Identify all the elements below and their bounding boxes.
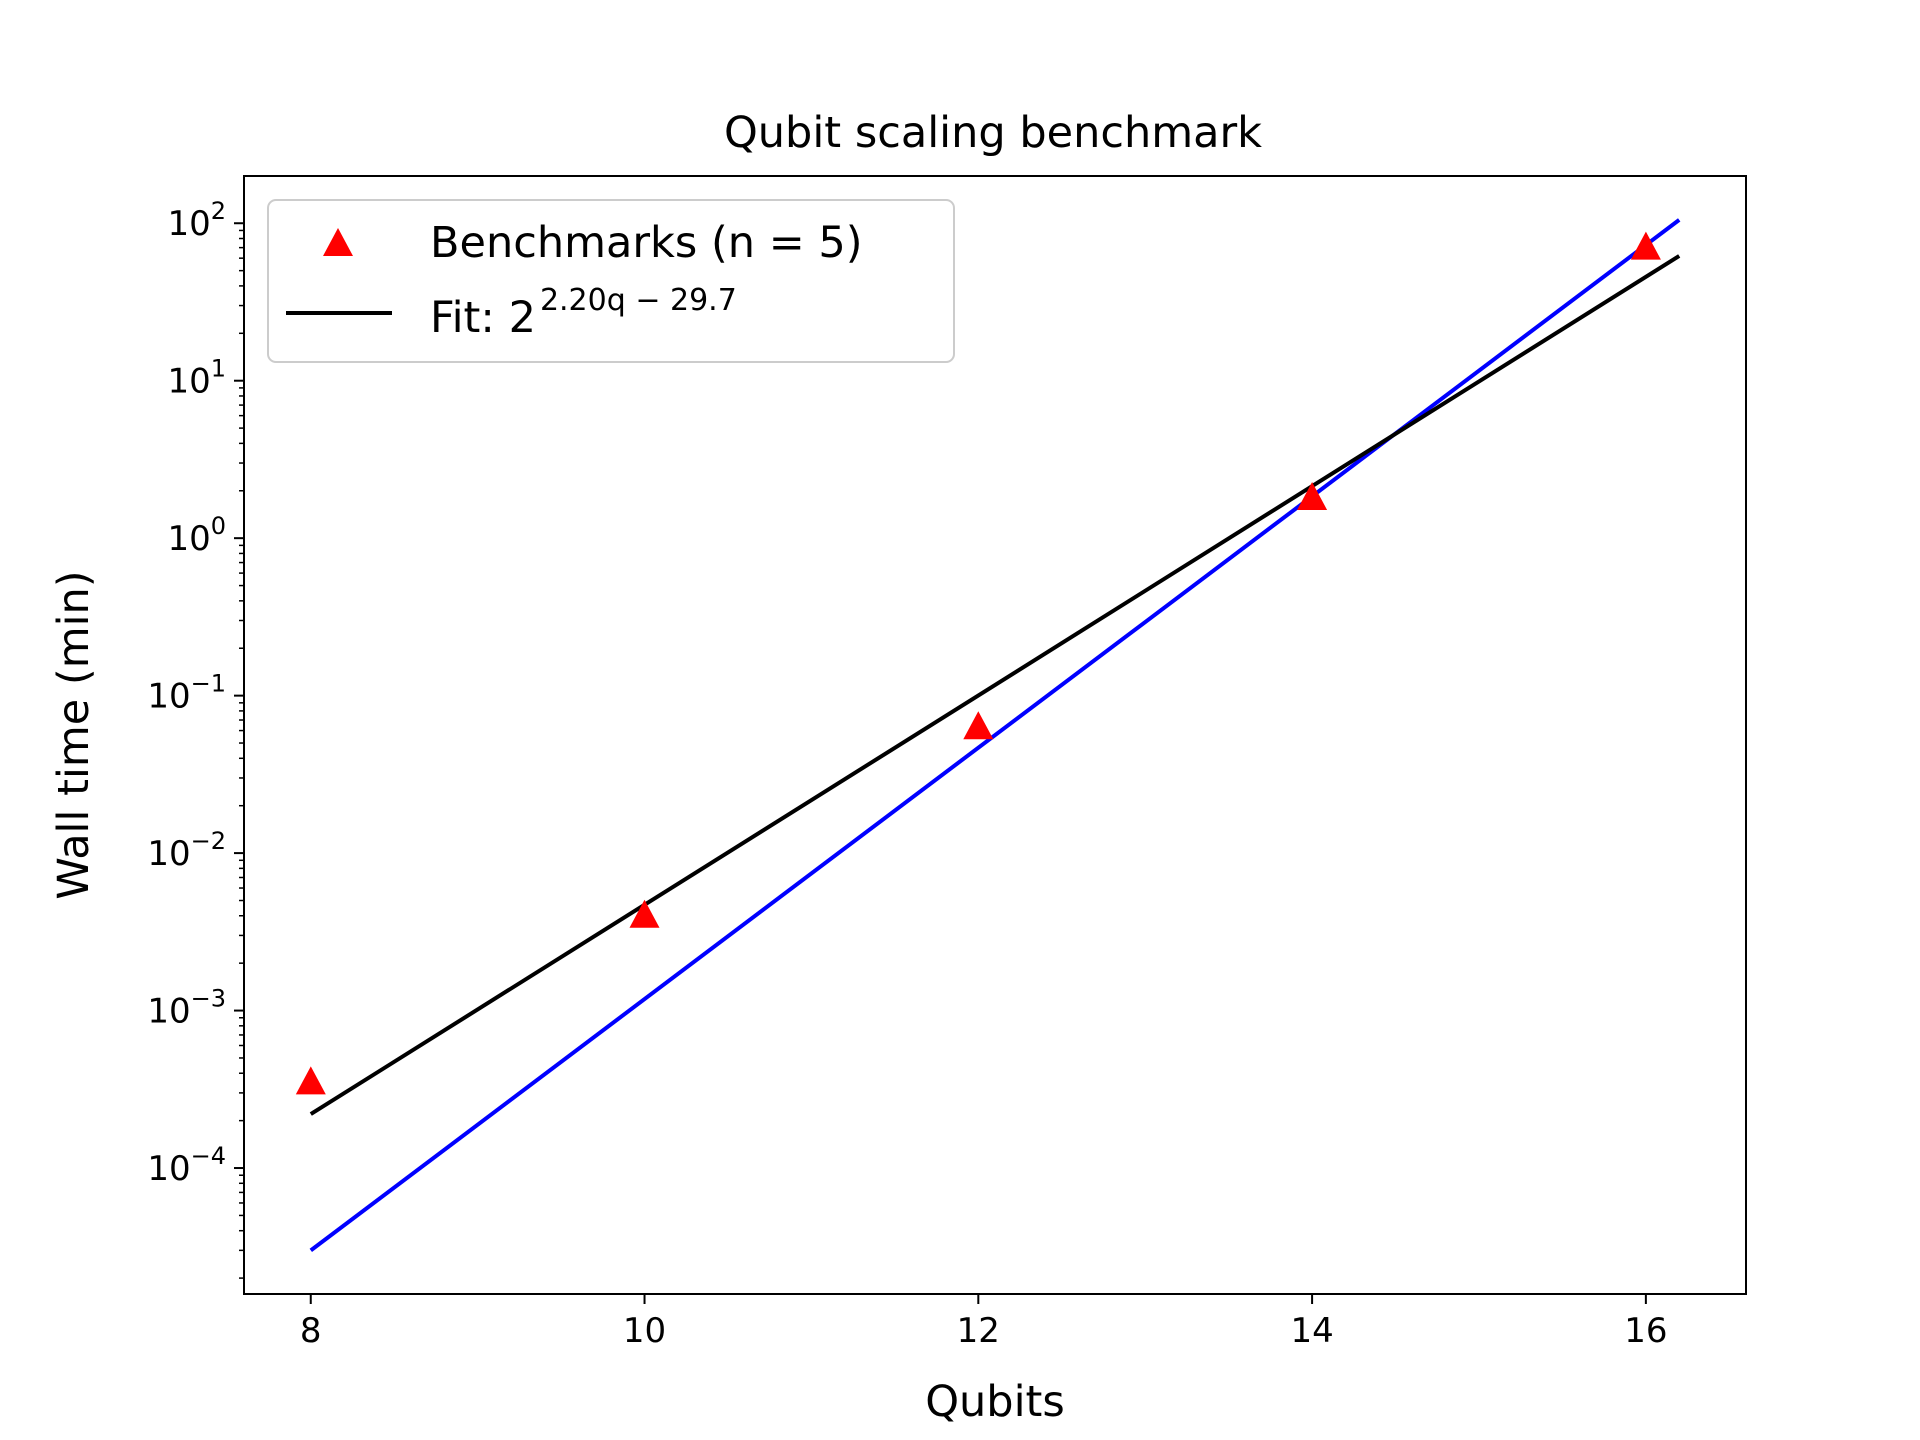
x-axis: 8 10 12 14 16 [300, 1294, 1667, 1351]
legend-fit-base: Fit: 2 [430, 293, 536, 343]
y-tick-label-0: 100 [167, 512, 226, 559]
y-tick-label--2: 10−2 [147, 827, 226, 874]
y-axis: 10−4 10−3 10−2 10−1 100 101 102 [147, 197, 244, 1279]
x-tick-label-8: 8 [300, 1311, 322, 1351]
legend-label-benchmarks: Benchmarks (n = 5) [430, 218, 863, 268]
x-tick-label-16: 16 [1624, 1311, 1667, 1351]
legend-fit-exponent: 2.20q − 29.7 [540, 283, 737, 318]
fit-line-black [309, 254, 1681, 1116]
benchmark-point-14 [1297, 482, 1328, 510]
fit-lines [309, 218, 1681, 1252]
benchmark-point-8 [295, 1066, 326, 1095]
y-tick-label--4: 10−4 [147, 1142, 226, 1189]
y-tick-label--1: 10−1 [147, 670, 226, 717]
plot-area-frame [243, 175, 1747, 1295]
y-axis-label: Wall time (min) [49, 570, 99, 899]
legend-triangle-marker [323, 228, 353, 256]
x-tick-label-12: 12 [957, 1311, 1000, 1351]
x-axis-label: Qubits [925, 1377, 1065, 1427]
chart-title: Qubit scaling benchmark [724, 108, 1262, 158]
fit-line-blue [309, 218, 1681, 1252]
benchmark-point-12 [963, 711, 994, 740]
y-tick-label--3: 10−3 [147, 985, 226, 1032]
x-tick-label-10: 10 [623, 1311, 666, 1351]
legend-box [267, 199, 955, 363]
y-tick-label-2: 102 [167, 197, 226, 244]
benchmark-point-16 [1630, 231, 1661, 260]
x-tick-label-14: 14 [1290, 1311, 1333, 1351]
legend-label-fit: Fit: 2 2.20q − 29.7 [430, 283, 737, 343]
legend: Benchmarks (n = 5) Fit: 2 2.20q − 29.7 [267, 199, 955, 363]
benchmark-point-10 [629, 899, 660, 928]
y-tick-label-1: 101 [167, 355, 226, 402]
benchmark-markers [295, 231, 1661, 1095]
